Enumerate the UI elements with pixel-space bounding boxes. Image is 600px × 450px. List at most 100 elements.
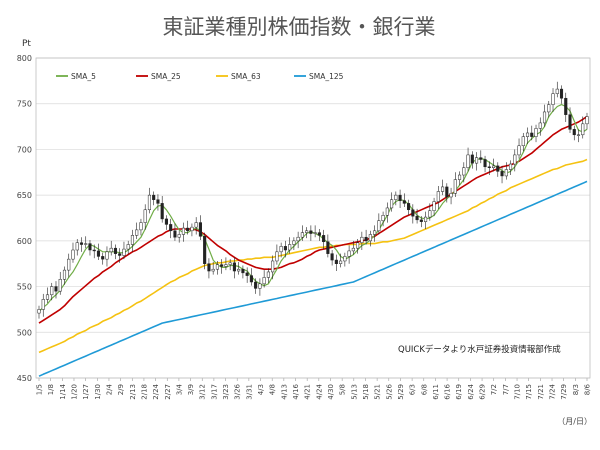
candle-body (394, 194, 398, 200)
x-tick-label: 8/3 (572, 384, 580, 395)
candle-body (445, 186, 449, 198)
y-tick-label: 750 (17, 100, 32, 109)
candle-body (45, 294, 50, 300)
candle-body (288, 244, 292, 251)
grid (36, 57, 590, 379)
candle-body (356, 242, 360, 249)
candle-body (300, 232, 304, 238)
candle-body (203, 236, 207, 264)
candle-body (559, 88, 564, 99)
candle-body (173, 230, 177, 238)
candle-body (521, 136, 525, 147)
candle-body (432, 201, 436, 211)
candle-body (487, 166, 491, 168)
candle-body (101, 256, 105, 260)
x-tick-label: 7/10 (514, 384, 522, 400)
x-tick-label: 5/21 (374, 384, 382, 400)
candle-body (538, 122, 542, 129)
x-tick-label: 4/3 (257, 384, 265, 395)
x-axis: 1/5 1/8 1/14 1/20 1/27 1/30 2/4 2/9 2/13 2/18 2/24… (36, 378, 592, 400)
candle-body (283, 246, 287, 251)
x-unit-label: （月/日） (557, 417, 592, 426)
x-tick-label: 7/2 (490, 384, 498, 395)
candle-body (245, 272, 249, 276)
legend-label: SMA_5 (71, 72, 96, 81)
legend-label: SMA_25 (151, 72, 181, 81)
candle-body (224, 264, 228, 267)
x-tick-label: 7/29 (560, 384, 568, 400)
x-tick-label: 3/26 (234, 383, 242, 399)
candle-body (71, 249, 75, 260)
candle-body (407, 203, 411, 211)
x-tick-label: 8/6 (584, 383, 592, 395)
candle-body (330, 253, 334, 261)
candle-body (241, 268, 245, 274)
candle-body (475, 157, 479, 164)
candle-body (360, 236, 364, 243)
candle-body (50, 286, 54, 296)
candle-body (458, 174, 462, 180)
candle-body (75, 242, 79, 251)
candle-body (232, 262, 236, 272)
x-tick-label: 1/27 (82, 384, 90, 400)
sma-63-line (38, 158, 588, 354)
x-tick-label: 5/13 (350, 384, 358, 400)
candle-body (581, 123, 585, 136)
candle-body (385, 207, 389, 216)
x-tick-label: 2/24 (152, 383, 160, 399)
x-tick-label: 3/31 (245, 384, 253, 400)
candle-body (211, 268, 215, 272)
candle-body (186, 227, 190, 232)
candle-body (351, 247, 355, 252)
x-tick-label: 5/8 (339, 384, 347, 395)
candle-body (436, 191, 440, 202)
candle-body (466, 154, 470, 168)
candle-body (249, 275, 253, 283)
candle-body (525, 132, 530, 137)
candle-body (576, 134, 581, 136)
candle-body (585, 116, 589, 125)
candle-body (542, 111, 547, 124)
y-unit-label: Pt (22, 39, 31, 49)
candle-body (88, 243, 92, 251)
candle-body (334, 259, 338, 264)
candle-body (177, 234, 181, 238)
candle-body (109, 247, 113, 253)
candle-body (105, 251, 109, 260)
candle-body (551, 93, 555, 105)
candle-body (479, 157, 483, 160)
candle-body (122, 248, 126, 256)
candle-body (258, 283, 262, 289)
candle-body (564, 97, 568, 115)
x-tick-label: 1/5 (36, 384, 44, 395)
candle-body (305, 230, 309, 233)
x-tick-label: 2/27 (164, 384, 172, 400)
x-tick-label: 4/30 (327, 384, 335, 400)
x-tick-label: 5/18 (362, 384, 370, 400)
candle-body (572, 129, 576, 136)
x-tick-label: 4/8 (269, 384, 277, 395)
candle-body (96, 250, 101, 257)
candle-body (207, 263, 211, 272)
candle-body (449, 193, 453, 198)
candle-body (279, 246, 283, 253)
sma-5-line (38, 103, 588, 312)
candle-body (275, 251, 279, 262)
candle-body (92, 249, 96, 252)
candle-body (347, 250, 351, 257)
legend: SMA_5 SMA_25 SMA_63 SMA_125 (56, 72, 344, 81)
candle-body (220, 264, 224, 267)
sma-125-line (38, 180, 588, 377)
candle-body (79, 242, 84, 245)
candle-body (441, 186, 445, 192)
candle-body (402, 200, 406, 204)
candle-body (37, 309, 41, 314)
y-tick-label: 800 (17, 54, 32, 63)
x-tick-label: 6/11 (432, 384, 440, 400)
candle-body (118, 253, 122, 256)
x-tick-label: 1/14 (59, 383, 67, 399)
candle-body (373, 230, 377, 235)
candle-body (237, 268, 241, 272)
y-tick-label: 500 (17, 328, 32, 337)
y-tick-label: 450 (17, 374, 32, 383)
